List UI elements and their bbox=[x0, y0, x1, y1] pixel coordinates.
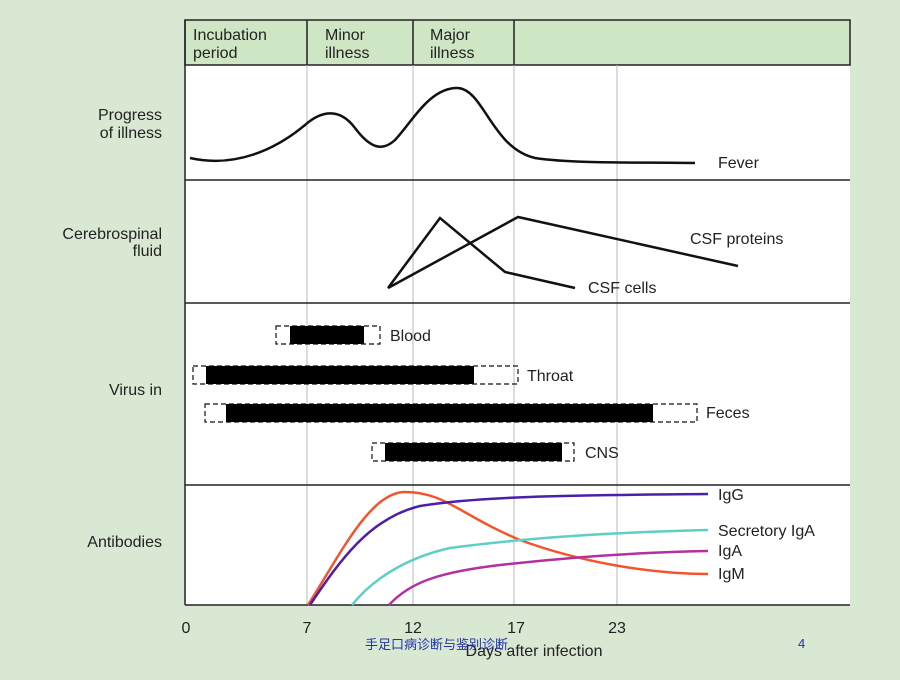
row-label-csf-line2: fluid bbox=[133, 243, 162, 260]
x-tick-7: 7 bbox=[303, 620, 312, 637]
csf-proteins-label: CSF proteins bbox=[690, 231, 783, 248]
header-major-line2: illness bbox=[430, 45, 474, 62]
x-tick-0: 0 bbox=[182, 620, 191, 637]
header-band bbox=[184, 19, 851, 66]
virus-feces-bar bbox=[204, 403, 698, 423]
fever-curve bbox=[189, 86, 696, 165]
iga-label: IgA bbox=[718, 543, 742, 560]
csf-proteins-curve bbox=[387, 215, 739, 290]
igg-label: IgG bbox=[718, 487, 744, 504]
header-incubation-line2: period bbox=[193, 45, 237, 62]
csf-cells-label: CSF cells bbox=[588, 280, 656, 297]
header-minor-line2: illness bbox=[325, 45, 369, 62]
virus-throat-label: Throat bbox=[527, 368, 574, 385]
x-tick-12: 12 bbox=[404, 620, 422, 637]
virus-feces-label: Feces bbox=[706, 405, 750, 422]
footer-title: 手足口病诊断与鉴别诊断 bbox=[365, 638, 509, 653]
row-label-csf-line1: Cerebrospinal bbox=[62, 226, 162, 243]
virus-blood-label: Blood bbox=[390, 328, 431, 345]
page-number: 4 bbox=[798, 636, 806, 651]
header-minor-line1: Minor bbox=[325, 27, 366, 44]
csf-cells-curve bbox=[386, 216, 576, 290]
row-label-progress-line2: of illness bbox=[100, 125, 162, 142]
igm-curve bbox=[306, 490, 709, 606]
header-major-line1: Major bbox=[430, 27, 471, 44]
diagram-panel bbox=[185, 20, 850, 605]
secretory-iga-curve bbox=[351, 528, 709, 606]
vertical-gridlines bbox=[306, 65, 618, 605]
virus-blood-bar bbox=[275, 325, 381, 345]
virus-cns-bar bbox=[371, 442, 575, 462]
iga-curve bbox=[388, 549, 709, 606]
row-label-virus: Virus in bbox=[109, 382, 162, 399]
secretory-iga-label: Secretory IgA bbox=[718, 523, 815, 540]
row-separators bbox=[185, 179, 850, 486]
virus-throat-bar bbox=[192, 365, 519, 385]
fever-label: Fever bbox=[718, 155, 760, 172]
x-tick-17: 17 bbox=[507, 620, 525, 637]
x-axis-label: Days after infection bbox=[466, 643, 603, 660]
x-tick-23: 23 bbox=[608, 620, 626, 637]
row-label-progress-line1: Progress bbox=[98, 107, 162, 124]
igm-label: IgM bbox=[718, 566, 745, 583]
virus-cns-label: CNS bbox=[585, 445, 619, 462]
row-label-antibodies: Antibodies bbox=[87, 534, 162, 551]
igg-curve bbox=[308, 492, 709, 606]
header-incubation-line1: Incubation bbox=[193, 27, 267, 44]
